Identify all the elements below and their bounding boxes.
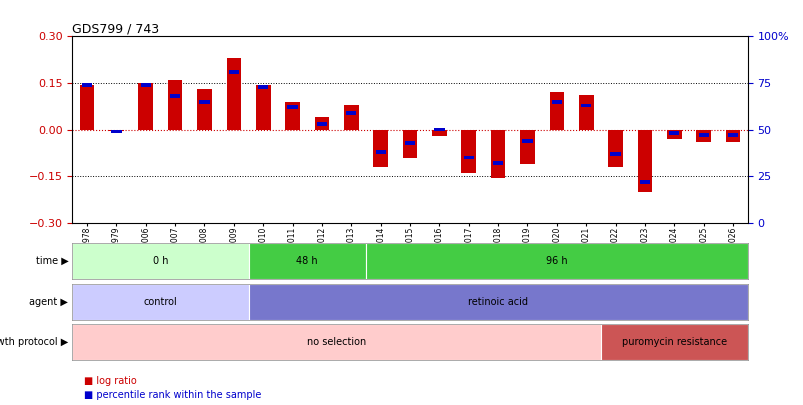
Bar [197,89,211,130]
Text: control: control [144,297,177,307]
Bar [402,130,417,158]
Bar [72,243,248,279]
Bar [199,100,210,104]
Bar [248,243,365,279]
Bar [375,150,385,154]
Bar [639,180,650,183]
Bar [141,83,151,87]
Bar [248,284,747,320]
Bar [169,94,180,98]
Bar [637,130,651,192]
Text: growth protocol ▶: growth protocol ▶ [0,337,68,347]
Bar [695,130,710,142]
Text: 96 h: 96 h [545,256,567,266]
Text: 48 h: 48 h [296,256,318,266]
Bar [668,132,679,135]
Text: GDS799 / 743: GDS799 / 743 [72,22,159,35]
Bar [109,130,124,131]
Bar [373,130,388,167]
Bar [111,130,121,133]
Bar [344,105,358,130]
Text: puromycin resistance: puromycin resistance [621,337,726,347]
Bar [520,130,534,164]
Bar [725,130,740,142]
Bar [365,243,747,279]
Bar [405,141,414,145]
Bar [255,85,271,130]
Text: retinoic acid: retinoic acid [467,297,528,307]
Bar [522,139,532,143]
Bar [287,105,297,109]
Bar [258,85,268,89]
Text: no selection: no selection [307,337,366,347]
Bar [666,130,681,139]
Text: 0 h: 0 h [153,256,168,266]
Text: ■ percentile rank within the sample: ■ percentile rank within the sample [84,390,262,400]
Bar [490,130,505,178]
Text: time ▶: time ▶ [35,256,68,266]
Bar [138,83,153,130]
Bar [346,111,356,115]
Bar [463,156,473,160]
Bar [578,96,593,130]
Bar [316,122,327,126]
Bar [72,324,600,360]
Bar [82,83,92,87]
Bar [434,128,444,132]
Bar [600,324,747,360]
Bar [431,130,446,136]
Bar [581,104,591,107]
Bar [314,117,329,130]
Bar [228,70,238,74]
Bar [285,102,300,130]
Bar [698,133,708,137]
Bar [548,92,564,130]
Bar [72,284,248,320]
Bar [226,58,241,130]
Bar [609,152,620,156]
Bar [727,133,737,137]
Bar [461,130,475,173]
Text: ■ log ratio: ■ log ratio [84,376,137,386]
Text: agent ▶: agent ▶ [30,297,68,307]
Bar [492,161,503,165]
Bar [168,80,182,130]
Bar [79,85,94,130]
Bar [551,100,561,104]
Bar [608,130,622,167]
